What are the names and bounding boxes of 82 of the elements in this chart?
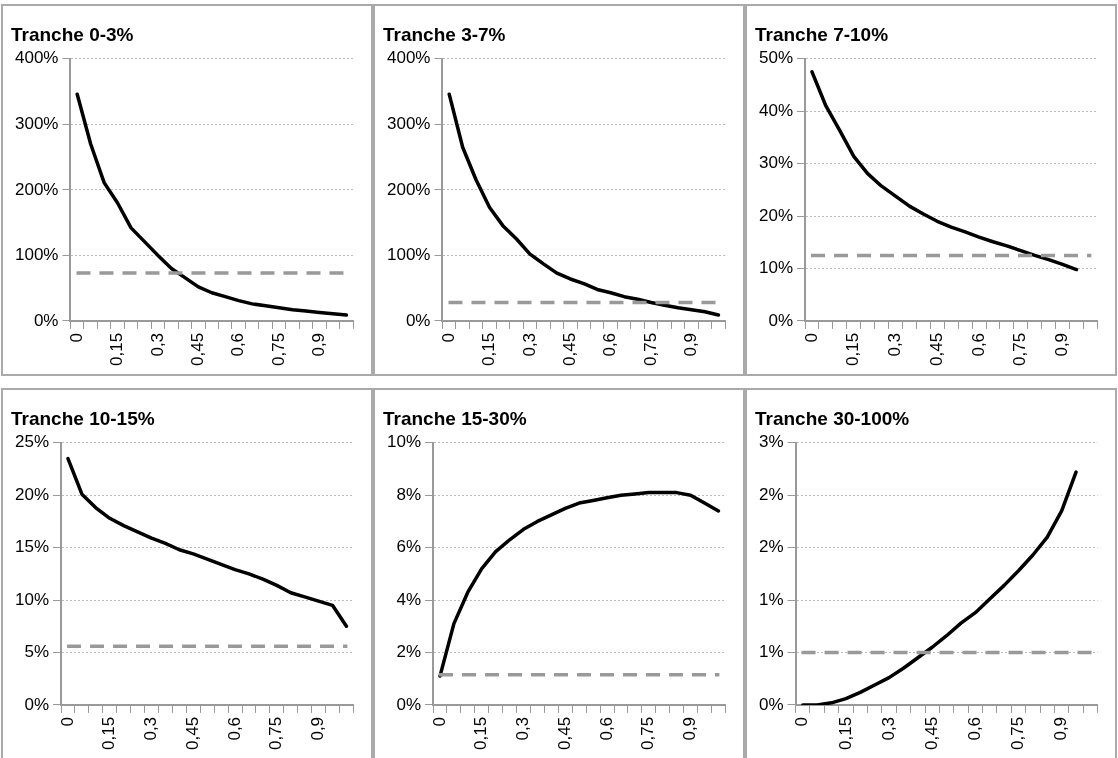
x-tick-label: 0,15 [479,332,499,367]
x-tick-label: 0,15 [99,716,119,751]
x-tick-label: 0,9 [1052,332,1072,357]
x-tick-label: 0,9 [309,332,329,357]
y-tick-label: 2% [758,537,784,557]
y-tick-label: 6% [396,537,422,557]
x-tick-label: 0,9 [681,332,701,357]
chart-title: Tranche 3-7% [383,23,506,45]
y-tick-label: 0% [396,694,422,714]
x-tick-label: 0 [57,716,77,727]
y-tick-label: 1% [758,589,784,609]
x-tick-label: 0,75 [268,332,288,367]
x-tick-label: 0 [438,332,458,343]
y-tick-label: 50% [758,48,794,68]
x-tick-label: 0,15 [843,332,863,367]
y-tick-label: 10% [758,258,794,278]
y-tick-label: 10% [14,589,50,609]
x-tick-label: 0,75 [266,716,286,751]
y-tick-label: 8% [396,484,422,504]
y-tick-label: 0% [33,310,59,330]
x-tick-label: 0,9 [1051,716,1071,741]
x-tick-label: 0,6 [224,716,244,741]
x-tick-label: 0,15 [471,716,491,751]
y-tick-label: 10% [386,432,422,452]
x-tick-label: 0,75 [1010,332,1030,367]
x-tick-label: 0,3 [141,716,161,741]
x-tick-label: 0,3 [513,716,533,741]
y-tick-label: 400% [15,48,59,68]
y-tick-label: 0% [405,310,431,330]
x-tick-label: 0,45 [926,332,946,367]
x-tick-label: 0 [66,332,86,343]
x-tick-label: 0,75 [638,716,658,751]
y-tick-label: 200% [387,179,431,199]
chart-title: Tranche 30-100% [755,407,910,429]
x-tick-label: 0,75 [1008,716,1028,751]
x-tick-label: 0,9 [308,716,328,741]
x-tick-label: 0,15 [107,332,127,367]
y-tick-label: 300% [387,114,431,134]
x-tick-label: 0,45 [188,332,208,367]
y-tick-label: 100% [15,245,59,265]
y-tick-label: 5% [24,642,50,662]
x-tick-label: 0,6 [600,332,620,357]
x-tick-label: 0,75 [640,332,660,367]
y-tick-label: 2% [396,642,422,662]
x-tick-label: 0,6 [968,332,988,357]
chart-title: Tranche 7-10% [755,23,889,45]
x-tick-label: 0,45 [554,716,574,751]
x-tick-label: 0,3 [519,332,539,357]
x-tick-label: 0,6 [228,332,248,357]
y-tick-label: 25% [14,432,50,452]
x-tick-label: 0,3 [878,716,898,741]
y-tick-label: 20% [758,205,794,225]
x-tick-label: 0 [429,716,449,727]
x-tick-label: 0,3 [885,332,905,357]
y-tick-label: 3% [758,432,784,452]
chart-title: Tranche 10-15% [11,407,155,429]
x-tick-label: 0,45 [921,716,941,751]
x-tick-label: 0,3 [147,332,167,357]
y-tick-label: 1% [758,642,784,662]
y-tick-label: 40% [758,100,794,120]
y-tick-label: 30% [758,153,794,173]
x-tick-label: 0 [801,332,821,343]
y-tick-label: 0% [758,694,784,714]
y-tick-label: 400% [387,48,431,68]
chart-title: Tranche 15-30% [383,407,527,429]
y-tick-label: 0% [24,694,50,714]
y-tick-label: 100% [387,245,431,265]
x-tick-label: 0,45 [560,332,580,367]
y-tick-label: 15% [14,537,50,557]
y-tick-label: 2% [758,484,784,504]
chart-title: Tranche 0-3% [11,23,134,45]
y-tick-label: 20% [14,484,50,504]
x-tick-label: 0,45 [182,716,202,751]
x-tick-label: 0,6 [965,716,985,741]
x-tick-label: 0 [792,716,812,727]
y-tick-label: 0% [768,310,794,330]
y-tick-label: 4% [396,589,422,609]
x-tick-label: 0,6 [596,716,616,741]
y-tick-label: 300% [15,114,59,134]
x-tick-label: 0,15 [835,716,855,751]
x-tick-label: 0,9 [680,716,700,741]
y-tick-label: 200% [15,179,59,199]
